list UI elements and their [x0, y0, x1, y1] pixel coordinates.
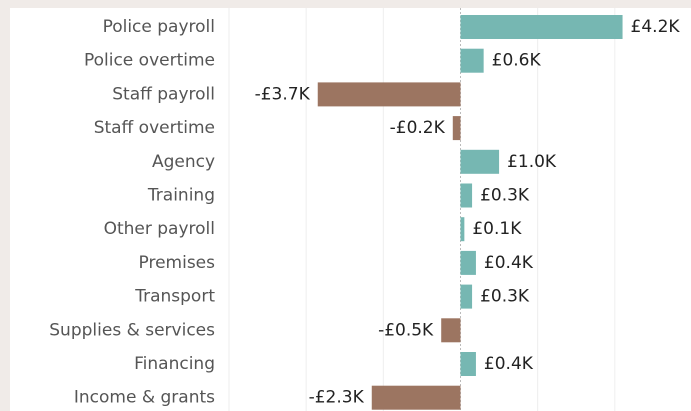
category-label: Police payroll [103, 17, 215, 37]
value-label: £0.4K [484, 354, 534, 374]
value-label: £0.6K [492, 51, 542, 71]
category-label: Staff payroll [112, 84, 215, 104]
category-label: Staff overtime [94, 118, 215, 138]
value-label: -£0.5K [378, 320, 434, 340]
bar [460, 149, 500, 174]
category-label: Financing [134, 354, 215, 374]
bar [317, 82, 461, 107]
bar [460, 183, 473, 208]
category-label: Income & grants [74, 388, 215, 408]
plot-background [10, 8, 691, 411]
bar [460, 352, 476, 376]
value-label: £4.2K [631, 17, 681, 37]
value-label: -£0.2K [390, 118, 446, 138]
value-label: -£2.3K [309, 388, 365, 408]
category-label: Agency [152, 152, 215, 172]
value-label: £0.3K [480, 287, 530, 307]
category-label: Transport [134, 287, 215, 307]
category-label: Supplies & services [49, 320, 215, 340]
category-label: Training [147, 186, 215, 206]
bar [371, 385, 461, 410]
bar [460, 284, 473, 309]
value-label: £0.3K [480, 186, 530, 206]
bar [452, 116, 461, 141]
bar [460, 15, 623, 39]
category-label: Premises [139, 253, 216, 273]
value-label: £0.4K [484, 253, 534, 273]
value-label: -£3.7K [255, 84, 311, 104]
bar [441, 318, 461, 343]
value-label: £1.0K [507, 152, 557, 172]
category-label: Other payroll [104, 219, 215, 239]
category-label: Police overtime [84, 51, 215, 71]
bar [460, 217, 465, 242]
bar [460, 250, 476, 275]
value-label: £0.1K [472, 219, 522, 239]
bar [460, 48, 484, 73]
